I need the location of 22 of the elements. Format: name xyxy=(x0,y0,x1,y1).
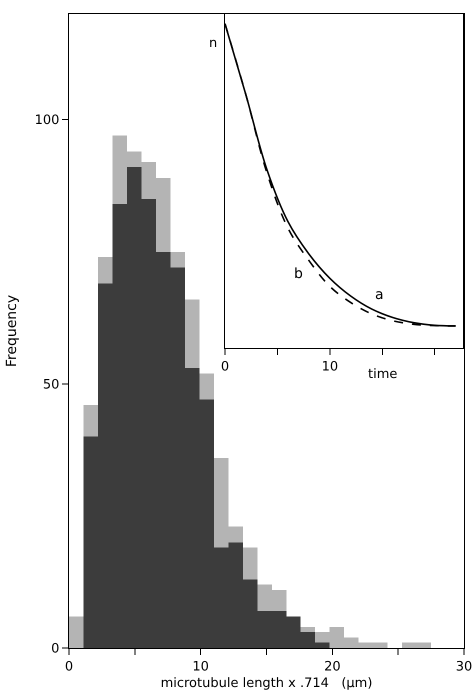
y-tick-label: 0 xyxy=(51,642,60,657)
y-tick-label: 100 xyxy=(34,113,60,128)
bar xyxy=(83,404,98,437)
bar xyxy=(242,548,258,580)
x-axis-title: time xyxy=(368,367,398,382)
bar xyxy=(69,616,84,648)
x-tick-label: 10 xyxy=(192,660,209,675)
bar xyxy=(184,299,200,368)
bar xyxy=(199,373,214,400)
x-tick-label: 30 xyxy=(456,660,472,675)
series-label: b xyxy=(294,266,303,282)
series-label: a xyxy=(375,287,384,303)
x-tick-label: 0 xyxy=(64,660,74,675)
y-axis-title: Frequency xyxy=(4,294,20,368)
x-axis-title: microtubule length x .714 (μm) xyxy=(160,676,372,692)
y-axis-title: n xyxy=(209,36,218,51)
bar xyxy=(300,626,316,632)
y-tick-label: 50 xyxy=(42,377,60,392)
x-tick-label: 20 xyxy=(324,660,341,675)
x-tick-label: 10 xyxy=(322,360,338,375)
bar xyxy=(98,257,112,284)
bar xyxy=(170,252,185,268)
